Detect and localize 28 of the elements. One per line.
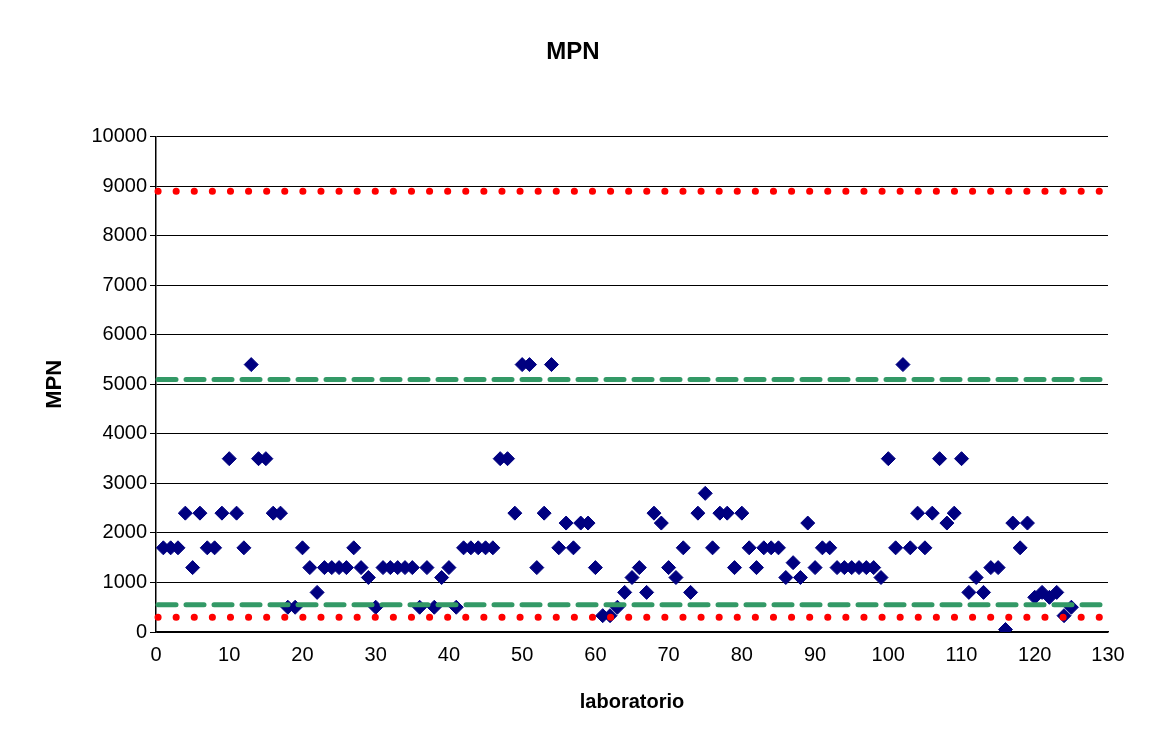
x-tick-label: 60 xyxy=(584,642,607,665)
x-tick-label: 20 xyxy=(291,642,314,665)
y-tick-label: 2000 xyxy=(102,520,148,543)
x-tick-label: 40 xyxy=(437,642,461,665)
x-tick-label: 30 xyxy=(364,642,387,665)
x-tick-label: 10 xyxy=(218,642,241,665)
x-tick-label: 0 xyxy=(150,642,162,665)
y-tick-label: 5000 xyxy=(102,371,148,394)
x-tick-label: 90 xyxy=(803,642,827,665)
y-tick-label: 1000 xyxy=(102,570,148,592)
chart-title: MPN xyxy=(546,37,600,65)
y-axis-title: MPN xyxy=(41,359,67,409)
y-tick-label: 0 xyxy=(135,619,148,642)
x-tick-label: 80 xyxy=(730,642,753,665)
x-tick-label: 130 xyxy=(1091,642,1125,665)
y-tick-label: 7000 xyxy=(102,272,148,295)
y-tick-label: 8000 xyxy=(102,223,148,246)
x-tick-label: 70 xyxy=(657,642,680,665)
y-tick-label: 10000 xyxy=(91,124,148,147)
x-tick-label: 120 xyxy=(1018,642,1052,665)
y-tick-label: 9000 xyxy=(102,173,148,196)
y-tick-label: 6000 xyxy=(102,322,148,345)
x-axis-title: laboratorio xyxy=(579,689,685,712)
y-tick-label: 3000 xyxy=(102,470,148,493)
x-tick-label: 100 xyxy=(871,642,905,665)
x-tick-label: 110 xyxy=(945,642,978,665)
x-tick-label: 50 xyxy=(511,642,534,665)
y-tick-label: 4000 xyxy=(102,421,148,444)
